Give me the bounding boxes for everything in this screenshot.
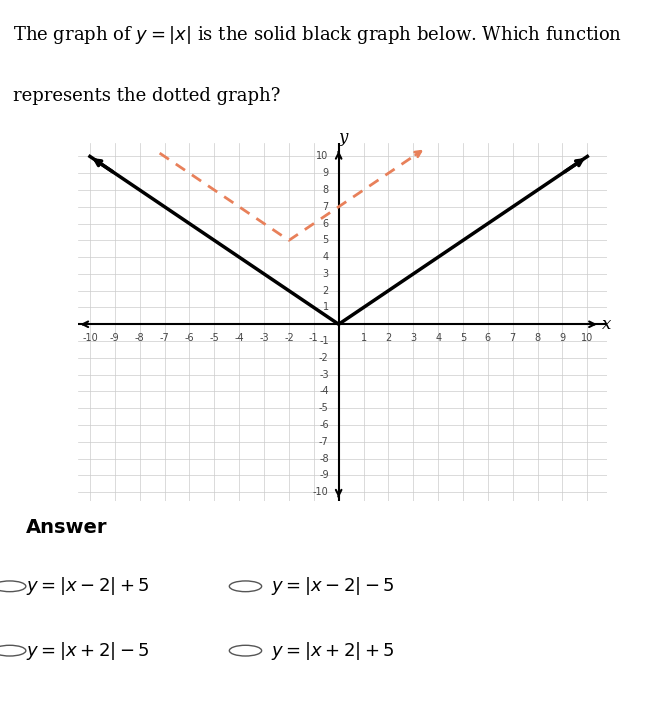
Text: -5: -5	[209, 332, 219, 342]
Text: 6: 6	[484, 332, 491, 342]
Text: -6: -6	[319, 420, 329, 430]
Text: $y = |x + 2| - 5$: $y = |x + 2| - 5$	[26, 640, 149, 661]
Text: -9: -9	[110, 332, 120, 342]
Text: -8: -8	[319, 453, 329, 463]
Text: $y = |x - 2| + 5$: $y = |x - 2| + 5$	[26, 576, 149, 597]
Text: 2: 2	[322, 286, 329, 296]
Text: $y = |x + 2| + 5$: $y = |x + 2| + 5$	[271, 640, 395, 661]
Text: -10: -10	[82, 332, 98, 342]
Text: 6: 6	[322, 219, 329, 229]
Text: Answer: Answer	[26, 518, 107, 537]
Text: -4: -4	[319, 386, 329, 396]
Text: -6: -6	[185, 332, 194, 342]
Text: 10: 10	[581, 332, 594, 342]
Text: represents the dotted graph?: represents the dotted graph?	[13, 87, 280, 104]
Text: $y = |x - 2| - 5$: $y = |x - 2| - 5$	[271, 576, 395, 597]
Text: 8: 8	[534, 332, 541, 342]
Text: Submit Answer: Submit Answer	[488, 658, 603, 672]
Text: -10: -10	[313, 487, 329, 497]
Text: -1: -1	[309, 332, 318, 342]
Text: -1: -1	[319, 336, 329, 346]
Text: 2: 2	[385, 332, 391, 342]
Text: -2: -2	[284, 332, 294, 342]
Text: 1: 1	[322, 302, 329, 312]
Text: -3: -3	[319, 370, 329, 380]
Text: 3: 3	[322, 269, 329, 279]
Text: x: x	[602, 316, 612, 332]
Text: 5: 5	[322, 235, 329, 245]
Text: y: y	[339, 129, 348, 147]
Text: 3: 3	[410, 332, 416, 342]
Text: 9: 9	[322, 168, 329, 178]
Text: -2: -2	[319, 352, 329, 363]
Text: -8: -8	[135, 332, 145, 342]
Text: -9: -9	[319, 470, 329, 480]
Text: 4: 4	[322, 252, 329, 262]
Text: 5: 5	[460, 332, 466, 342]
Text: 8: 8	[322, 185, 329, 195]
Text: -3: -3	[259, 332, 269, 342]
Text: 9: 9	[559, 332, 565, 342]
Text: 7: 7	[510, 332, 516, 342]
Text: -5: -5	[319, 403, 329, 413]
Text: -7: -7	[319, 437, 329, 447]
Text: 7: 7	[322, 202, 329, 212]
Text: -4: -4	[234, 332, 244, 342]
Text: -7: -7	[160, 332, 169, 342]
Text: 4: 4	[435, 332, 441, 342]
Text: 1: 1	[360, 332, 366, 342]
Text: 10: 10	[317, 152, 329, 162]
Text: The graph of $y = |x|$ is the solid black graph below. Which function: The graph of $y = |x|$ is the solid blac…	[13, 24, 622, 46]
